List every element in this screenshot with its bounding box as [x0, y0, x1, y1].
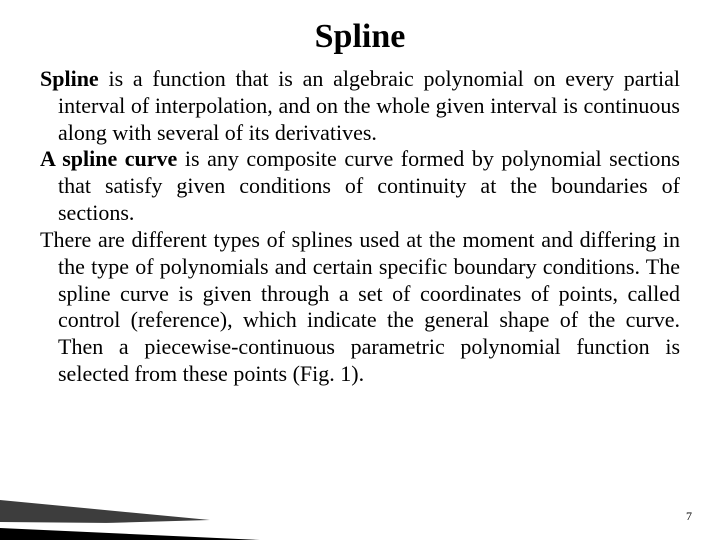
paragraph-3: There are different types of splines use… — [40, 227, 680, 388]
paragraph-1-rest: is a function that is an algebraic polyn… — [58, 66, 680, 145]
slide: Spline Spline is a function that is an a… — [0, 0, 720, 540]
paragraph-3-rest: There are different types of splines use… — [40, 227, 680, 386]
wedge-highlight-poly — [0, 522, 220, 530]
wedge-bottom-poly — [0, 528, 260, 540]
paragraph-1: Spline is a function that is an algebrai… — [40, 66, 680, 146]
page-number: 7 — [686, 509, 692, 524]
body-text: Spline is a function that is an algebrai… — [40, 66, 680, 388]
corner-wedge-decoration — [0, 492, 260, 540]
wedge-top-poly — [0, 500, 210, 526]
paragraph-2-lead: A spline curve — [40, 146, 177, 171]
paragraph-2: A spline curve is any composite curve fo… — [40, 146, 680, 226]
slide-title: Spline — [40, 18, 680, 56]
paragraph-1-lead: Spline — [40, 66, 99, 91]
